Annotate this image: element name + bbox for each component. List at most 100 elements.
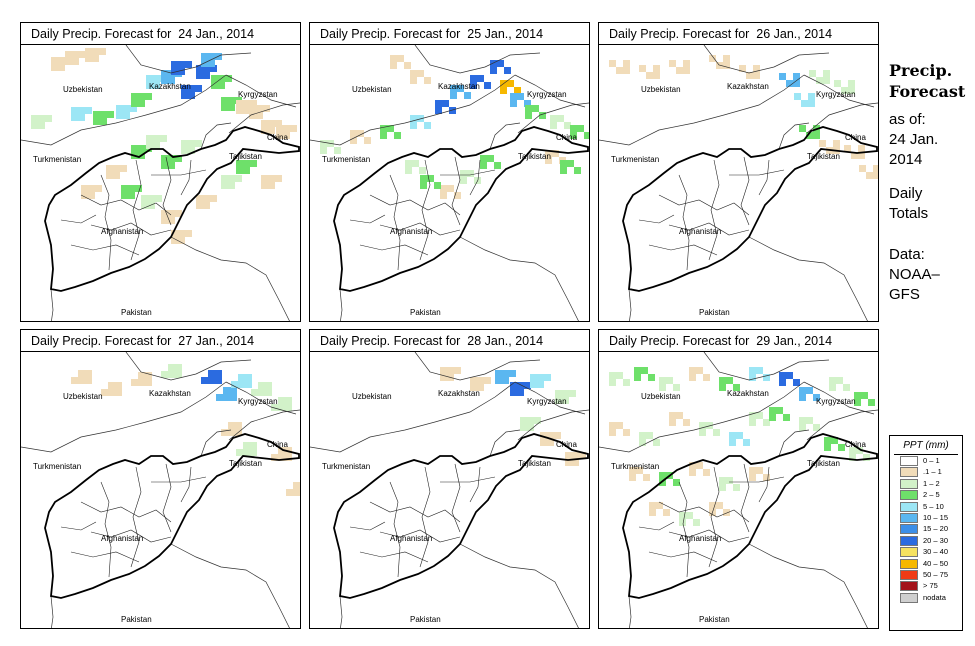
map-label-turkmenistan: Turkmenistan bbox=[322, 462, 371, 471]
legend-label: 50 – 75 bbox=[923, 569, 949, 579]
province-border bbox=[419, 159, 431, 261]
rain-cell bbox=[271, 397, 292, 411]
rain-cell bbox=[71, 370, 92, 384]
province-border bbox=[758, 466, 770, 503]
rain-cell bbox=[824, 437, 845, 451]
rain-cell bbox=[216, 387, 237, 401]
province-border bbox=[451, 463, 461, 533]
rain-cell bbox=[719, 477, 740, 491]
legend-item: > 75 bbox=[890, 580, 962, 592]
rain-cell bbox=[639, 65, 660, 79]
map-label-kyrgyzstan: Kyrgyzstan bbox=[816, 90, 856, 99]
panel-title: Daily Precip. Forecast for 24 Jan., 2014 bbox=[21, 23, 300, 45]
legend-swatch bbox=[900, 512, 918, 523]
legend-label: 20 – 30 bbox=[923, 535, 949, 545]
legend-label: 2 – 5 bbox=[923, 490, 940, 500]
rain-cell bbox=[829, 377, 850, 391]
rain-cell bbox=[201, 53, 222, 67]
province-border bbox=[469, 466, 481, 503]
rain-cell bbox=[749, 412, 770, 426]
country-border bbox=[514, 381, 586, 415]
rain-cell bbox=[236, 442, 257, 456]
map-label-uzbekistan: Uzbekistan bbox=[641, 392, 681, 401]
rain-cell bbox=[146, 135, 167, 149]
rain-cell bbox=[440, 185, 461, 199]
rain-cell bbox=[251, 382, 272, 396]
province-border bbox=[100, 481, 112, 578]
province-border bbox=[70, 244, 140, 256]
rain-cell bbox=[81, 185, 102, 199]
rain-cell bbox=[525, 105, 546, 119]
rain-cell bbox=[51, 57, 72, 71]
province-border bbox=[80, 194, 172, 216]
rain-cell bbox=[719, 377, 740, 391]
province-border bbox=[638, 214, 675, 224]
map-svg bbox=[21, 351, 300, 628]
province-border bbox=[90, 222, 172, 236]
rain-cell bbox=[161, 364, 182, 378]
map-label-tajikistan: Tajikistan bbox=[518, 459, 551, 468]
afghanistan-border bbox=[44, 126, 300, 292]
rain-cell bbox=[71, 107, 92, 121]
forecast-panel-3: Daily Precip. Forecast for 26 Jan., 2014… bbox=[598, 22, 879, 322]
country-border bbox=[628, 595, 632, 628]
legend-swatch bbox=[900, 592, 918, 603]
panel-title: Daily Precip. Forecast for 27 Jan., 2014 bbox=[21, 330, 300, 352]
map-label-kazakhstan: Kazakhstan bbox=[438, 82, 480, 91]
rain-cell bbox=[550, 115, 571, 129]
map-label-uzbekistan: Uzbekistan bbox=[641, 85, 681, 94]
province-border bbox=[151, 169, 207, 176]
country-border bbox=[339, 288, 343, 321]
forecast-map: Uzbekistan Kazakhstan Kyrgyzstan China Turkm… bbox=[21, 44, 300, 321]
province-border bbox=[469, 159, 481, 196]
rain-cell bbox=[131, 93, 152, 107]
legend-swatch bbox=[900, 547, 918, 558]
rain-cell bbox=[779, 73, 800, 87]
afghanistan-border bbox=[622, 433, 878, 599]
rain-cell bbox=[679, 512, 700, 526]
map-label-afghanistan: Afghanistan bbox=[101, 227, 144, 236]
country-border bbox=[778, 429, 810, 457]
country-border bbox=[339, 595, 343, 628]
map-label-china: China bbox=[845, 133, 866, 142]
country-border bbox=[803, 74, 875, 108]
rain-cell bbox=[560, 160, 581, 174]
as-of-text: as of: 24 Jan. 2014 bbox=[889, 111, 939, 168]
rain-cell bbox=[490, 60, 511, 74]
map-label-tajikistan: Tajikistan bbox=[807, 152, 840, 161]
rain-cell bbox=[729, 432, 750, 446]
country-border bbox=[806, 409, 878, 441]
map-label-tajikistan: Tajikistan bbox=[229, 152, 262, 161]
rain-cell bbox=[236, 100, 257, 114]
legend-label: 40 – 50 bbox=[923, 558, 949, 568]
legend-item: 50 – 75 bbox=[890, 569, 962, 580]
rain-cell bbox=[639, 432, 660, 446]
map-label-tajikistan: Tajikistan bbox=[229, 459, 262, 468]
map-svg bbox=[599, 351, 878, 628]
map-label-afghanistan: Afghanistan bbox=[679, 227, 722, 236]
country-border bbox=[778, 122, 810, 150]
country-border bbox=[489, 429, 521, 457]
rain-cell bbox=[854, 392, 875, 406]
province-border bbox=[359, 551, 429, 563]
legend-label: 30 – 40 bbox=[923, 547, 949, 557]
map-label-afghanistan: Afghanistan bbox=[390, 227, 433, 236]
rain-cell bbox=[470, 75, 491, 89]
country-border bbox=[703, 351, 830, 381]
province-border bbox=[389, 481, 401, 578]
rain-cell bbox=[844, 145, 865, 159]
legend-item: nodata bbox=[890, 592, 962, 603]
forecast-map: Uzbekistan Kazakhstan Kyrgyzstan China Turkm… bbox=[21, 351, 300, 628]
province-border bbox=[708, 159, 720, 261]
rain-cell bbox=[849, 447, 870, 461]
rain-cell bbox=[769, 407, 790, 421]
panel-title: Daily Precip. Forecast for 28 Jan., 2014 bbox=[310, 330, 589, 352]
forecast-map: Uzbekistan Kazakhstan Kyrgyzstan China Turkm… bbox=[310, 351, 589, 628]
forecast-panel-4: Daily Precip. Forecast for 27 Jan., 2014… bbox=[20, 329, 301, 629]
panel-title: Daily Precip. Forecast for 25 Jan., 2014 bbox=[310, 23, 589, 45]
map-label-turkmenistan: Turkmenistan bbox=[611, 155, 660, 164]
country-border bbox=[50, 288, 54, 321]
rain-cell bbox=[380, 125, 401, 139]
rain-cell bbox=[161, 155, 182, 169]
rain-cell bbox=[106, 165, 127, 179]
